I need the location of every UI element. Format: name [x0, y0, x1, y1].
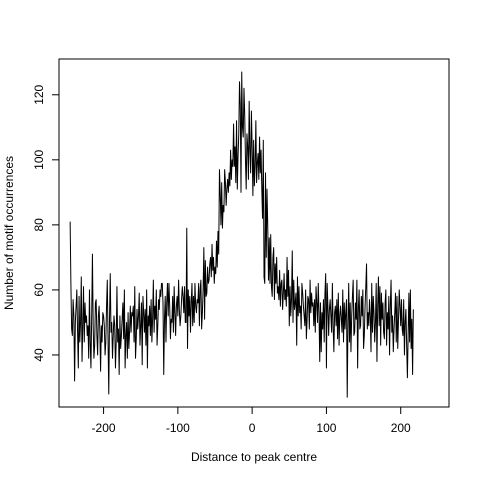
y-tick-label: 100 [32, 149, 46, 169]
y-tick-label: 40 [32, 348, 46, 362]
series-layer [69, 71, 414, 398]
y-tick-label: 60 [32, 283, 46, 297]
x-tick-label: 200 [391, 421, 411, 435]
y-axis-title: Number of motif occurrences [2, 156, 16, 310]
x-tick-label: 100 [316, 421, 336, 435]
y-axis: 40 60 80 100 120 [32, 84, 59, 362]
plot-frame [58, 58, 450, 408]
x-axis-title: Distance to peak centre [191, 450, 317, 464]
x-tick-label: -100 [166, 421, 190, 435]
x-axis: -200 -100 0 100 200 [92, 407, 411, 435]
y-tick-label: 80 [32, 218, 46, 232]
x-tick-label: -200 [92, 421, 116, 435]
x-tick-label: 0 [249, 421, 256, 435]
series-line [69, 71, 414, 398]
y-tick-label: 120 [32, 84, 46, 104]
